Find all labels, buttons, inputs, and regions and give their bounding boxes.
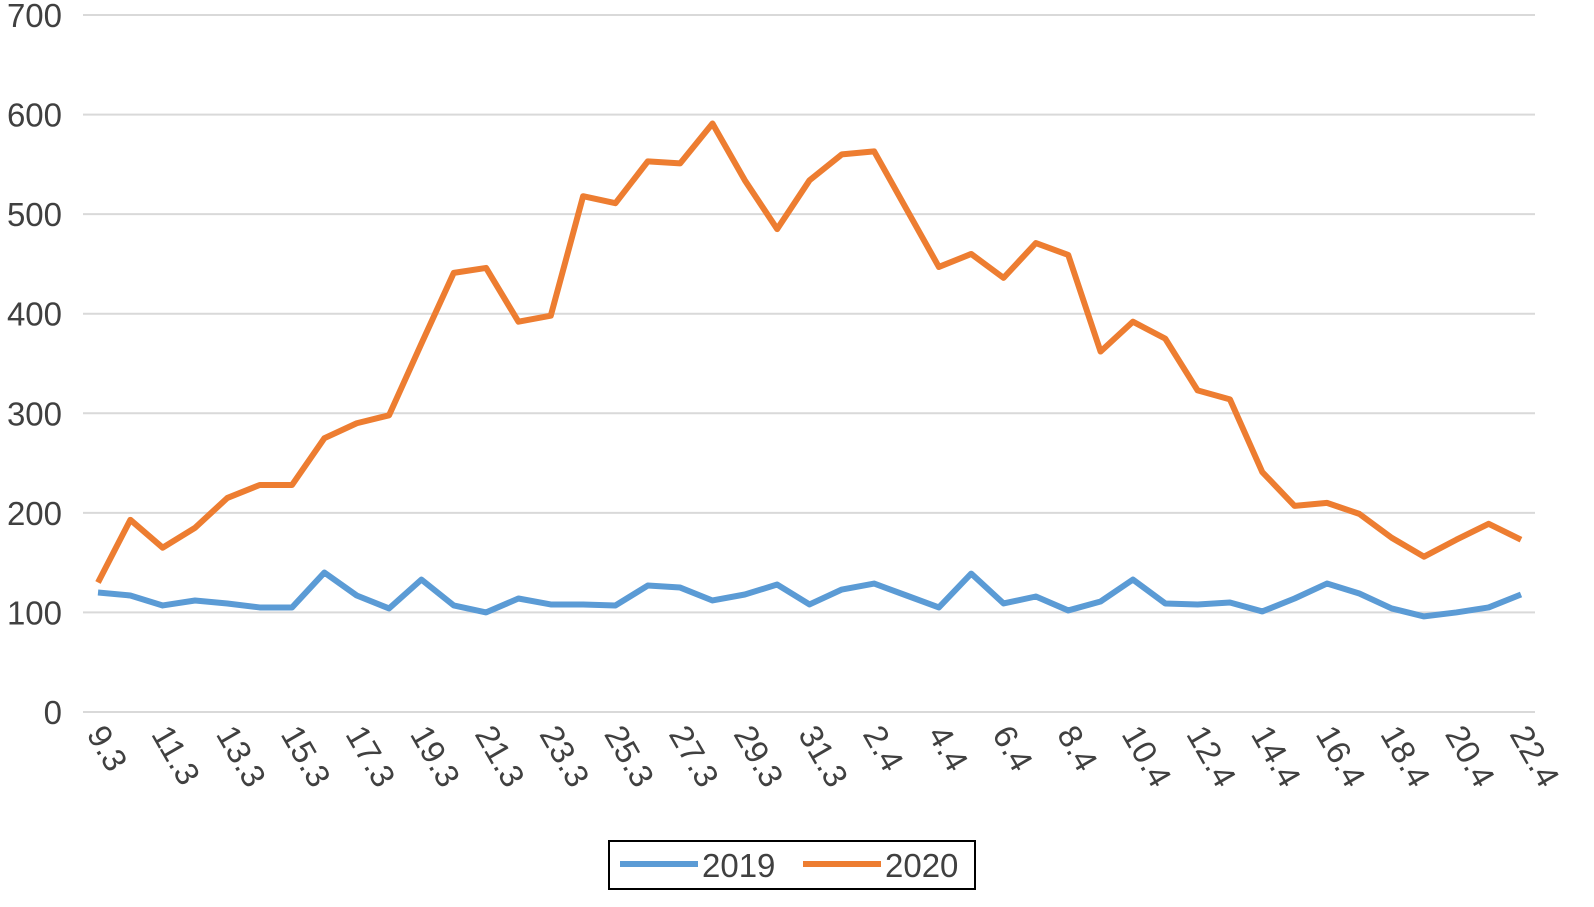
x-tick-label: 31.3 xyxy=(791,719,855,793)
x-tick-label: 16.4 xyxy=(1309,719,1373,793)
x-tick-label: 27.3 xyxy=(662,719,726,793)
x-tick-label: 25.3 xyxy=(597,719,661,793)
x-tick-label: 22.4 xyxy=(1503,719,1567,793)
x-tick-label: 20.4 xyxy=(1438,719,1502,793)
x-tick-label: 23.3 xyxy=(533,719,597,793)
line-series xyxy=(95,120,1523,584)
x-tick-label: 13.3 xyxy=(209,719,273,793)
y-tick-label: 200 xyxy=(7,495,62,532)
x-tick-label: 21.3 xyxy=(468,719,532,793)
x-tick-label: 11.3 xyxy=(145,719,208,791)
y-tick-label: 400 xyxy=(7,296,62,333)
x-tick-label: 6.4 xyxy=(985,719,1040,777)
x-tick-label: 14.4 xyxy=(1244,719,1308,793)
x-tick-label: 4.4 xyxy=(921,719,976,777)
y-tick-label: 100 xyxy=(7,594,62,631)
x-tick-label: 9.3 xyxy=(80,719,135,777)
x-tick-label: 17.3 xyxy=(339,719,403,793)
y-tick-label: 500 xyxy=(7,196,62,233)
x-tick-label: 2.4 xyxy=(856,719,911,777)
legend: 2019 2020 xyxy=(608,840,976,890)
line-series xyxy=(97,569,1523,620)
y-tick-label: 0 xyxy=(44,694,62,731)
y-tick-label: 600 xyxy=(7,97,62,134)
x-tick-label: 18.4 xyxy=(1374,719,1438,793)
x-tick-label: 15.3 xyxy=(274,719,338,793)
y-tick-label: 300 xyxy=(7,395,62,432)
legend-label: 2020 xyxy=(885,847,958,884)
x-tick-label: 29.3 xyxy=(727,719,791,793)
x-tick-label: 10.4 xyxy=(1115,719,1179,793)
legend-box xyxy=(608,840,976,890)
y-tick-label: 700 xyxy=(7,0,62,34)
x-tick-label: 8.4 xyxy=(1050,719,1105,777)
x-tick-label: 19.3 xyxy=(403,719,467,793)
x-tick-label: 12.4 xyxy=(1180,719,1244,793)
legend-label: 2019 xyxy=(702,847,775,884)
